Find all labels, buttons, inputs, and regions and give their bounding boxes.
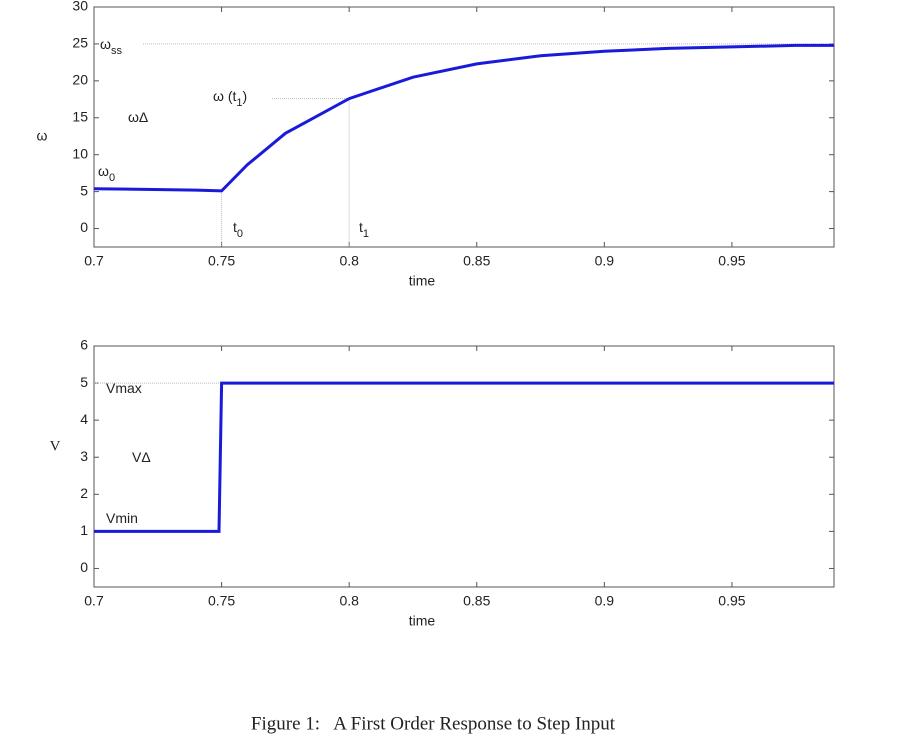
annotation-text: Vmax — [106, 380, 142, 396]
annotation: t0 — [233, 219, 243, 240]
y-tick-label: 15 — [72, 108, 88, 124]
y-tick-label: 2 — [80, 485, 88, 501]
annotation-subscript: 1 — [236, 97, 242, 109]
annotation: ω0 — [98, 163, 115, 184]
y-tick-label: 0 — [80, 559, 88, 575]
y-tick-label: 6 — [80, 337, 88, 353]
annotation-subscript: 1 — [363, 228, 369, 240]
x-tick-label: 0.8 — [339, 253, 359, 269]
annotation-subscript: 0 — [237, 228, 243, 240]
annotation-text: t — [359, 219, 363, 235]
x-tick-label: 0.95 — [718, 593, 745, 609]
annotation: t1 — [359, 219, 369, 240]
x-tick-label: 0.9 — [595, 253, 615, 269]
annotation-text: ω (t — [213, 88, 236, 104]
x-tick-label: 0.85 — [463, 253, 490, 269]
y-tick-label: 5 — [80, 182, 88, 198]
y-axis-label: ω — [37, 128, 48, 144]
plot-frame — [93, 6, 835, 248]
x-tick-label: 0.8 — [339, 593, 359, 609]
annotation-subscript: ss — [111, 45, 123, 57]
caption: Figure 1: A First Order Response to Step… — [251, 713, 616, 734]
x-tick-label: 0.75 — [208, 593, 235, 609]
y-tick-label: 3 — [80, 448, 88, 464]
x-tick-label: 0.9 — [595, 593, 615, 609]
plot-frame — [93, 345, 835, 588]
annotation-subscript: 0 — [109, 172, 115, 184]
annotation: ωΔ — [128, 109, 148, 125]
x-axis-label: time — [409, 273, 436, 289]
y-tick-label: 10 — [72, 145, 88, 161]
annotation-text: ) — [243, 88, 248, 104]
annotation-text: ωΔ — [128, 109, 148, 125]
annotation: Vmin — [106, 510, 138, 526]
annotation: ωss — [100, 36, 122, 57]
x-tick-label: 0.7 — [84, 593, 104, 609]
annotation-text: t — [233, 219, 237, 235]
y-tick-label: 4 — [80, 411, 88, 427]
y-axis-label: V — [50, 438, 61, 454]
x-tick-label: 0.7 — [84, 253, 104, 269]
data-line — [94, 381, 834, 533]
x-axis-label: time — [409, 613, 436, 629]
x-tick-label: 0.75 — [208, 253, 235, 269]
y-tick-label: 5 — [80, 374, 88, 390]
annotation: Vmax — [106, 380, 142, 396]
y-tick-label: 1 — [80, 522, 88, 538]
annotation: ω (t1) — [213, 88, 247, 109]
x-tick-label: 0.95 — [718, 253, 745, 269]
data-line — [93, 43, 834, 193]
annotation-text: ω — [100, 36, 111, 52]
annotation-text: Vmin — [106, 510, 138, 526]
y-tick-label: 20 — [72, 72, 88, 88]
y-tick-label: 25 — [72, 35, 88, 51]
y-tick-label: 0 — [80, 219, 88, 235]
annotation-text: VΔ — [132, 449, 151, 465]
y-tick-label: 30 — [72, 0, 88, 14]
annotation-text: ω — [98, 163, 109, 179]
annotation: VΔ — [132, 449, 151, 465]
x-tick-label: 0.85 — [463, 593, 490, 609]
